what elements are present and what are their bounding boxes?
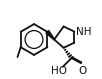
Text: HO: HO xyxy=(50,67,67,76)
Text: O: O xyxy=(79,67,87,76)
Polygon shape xyxy=(46,31,54,40)
Text: NH: NH xyxy=(76,27,92,37)
